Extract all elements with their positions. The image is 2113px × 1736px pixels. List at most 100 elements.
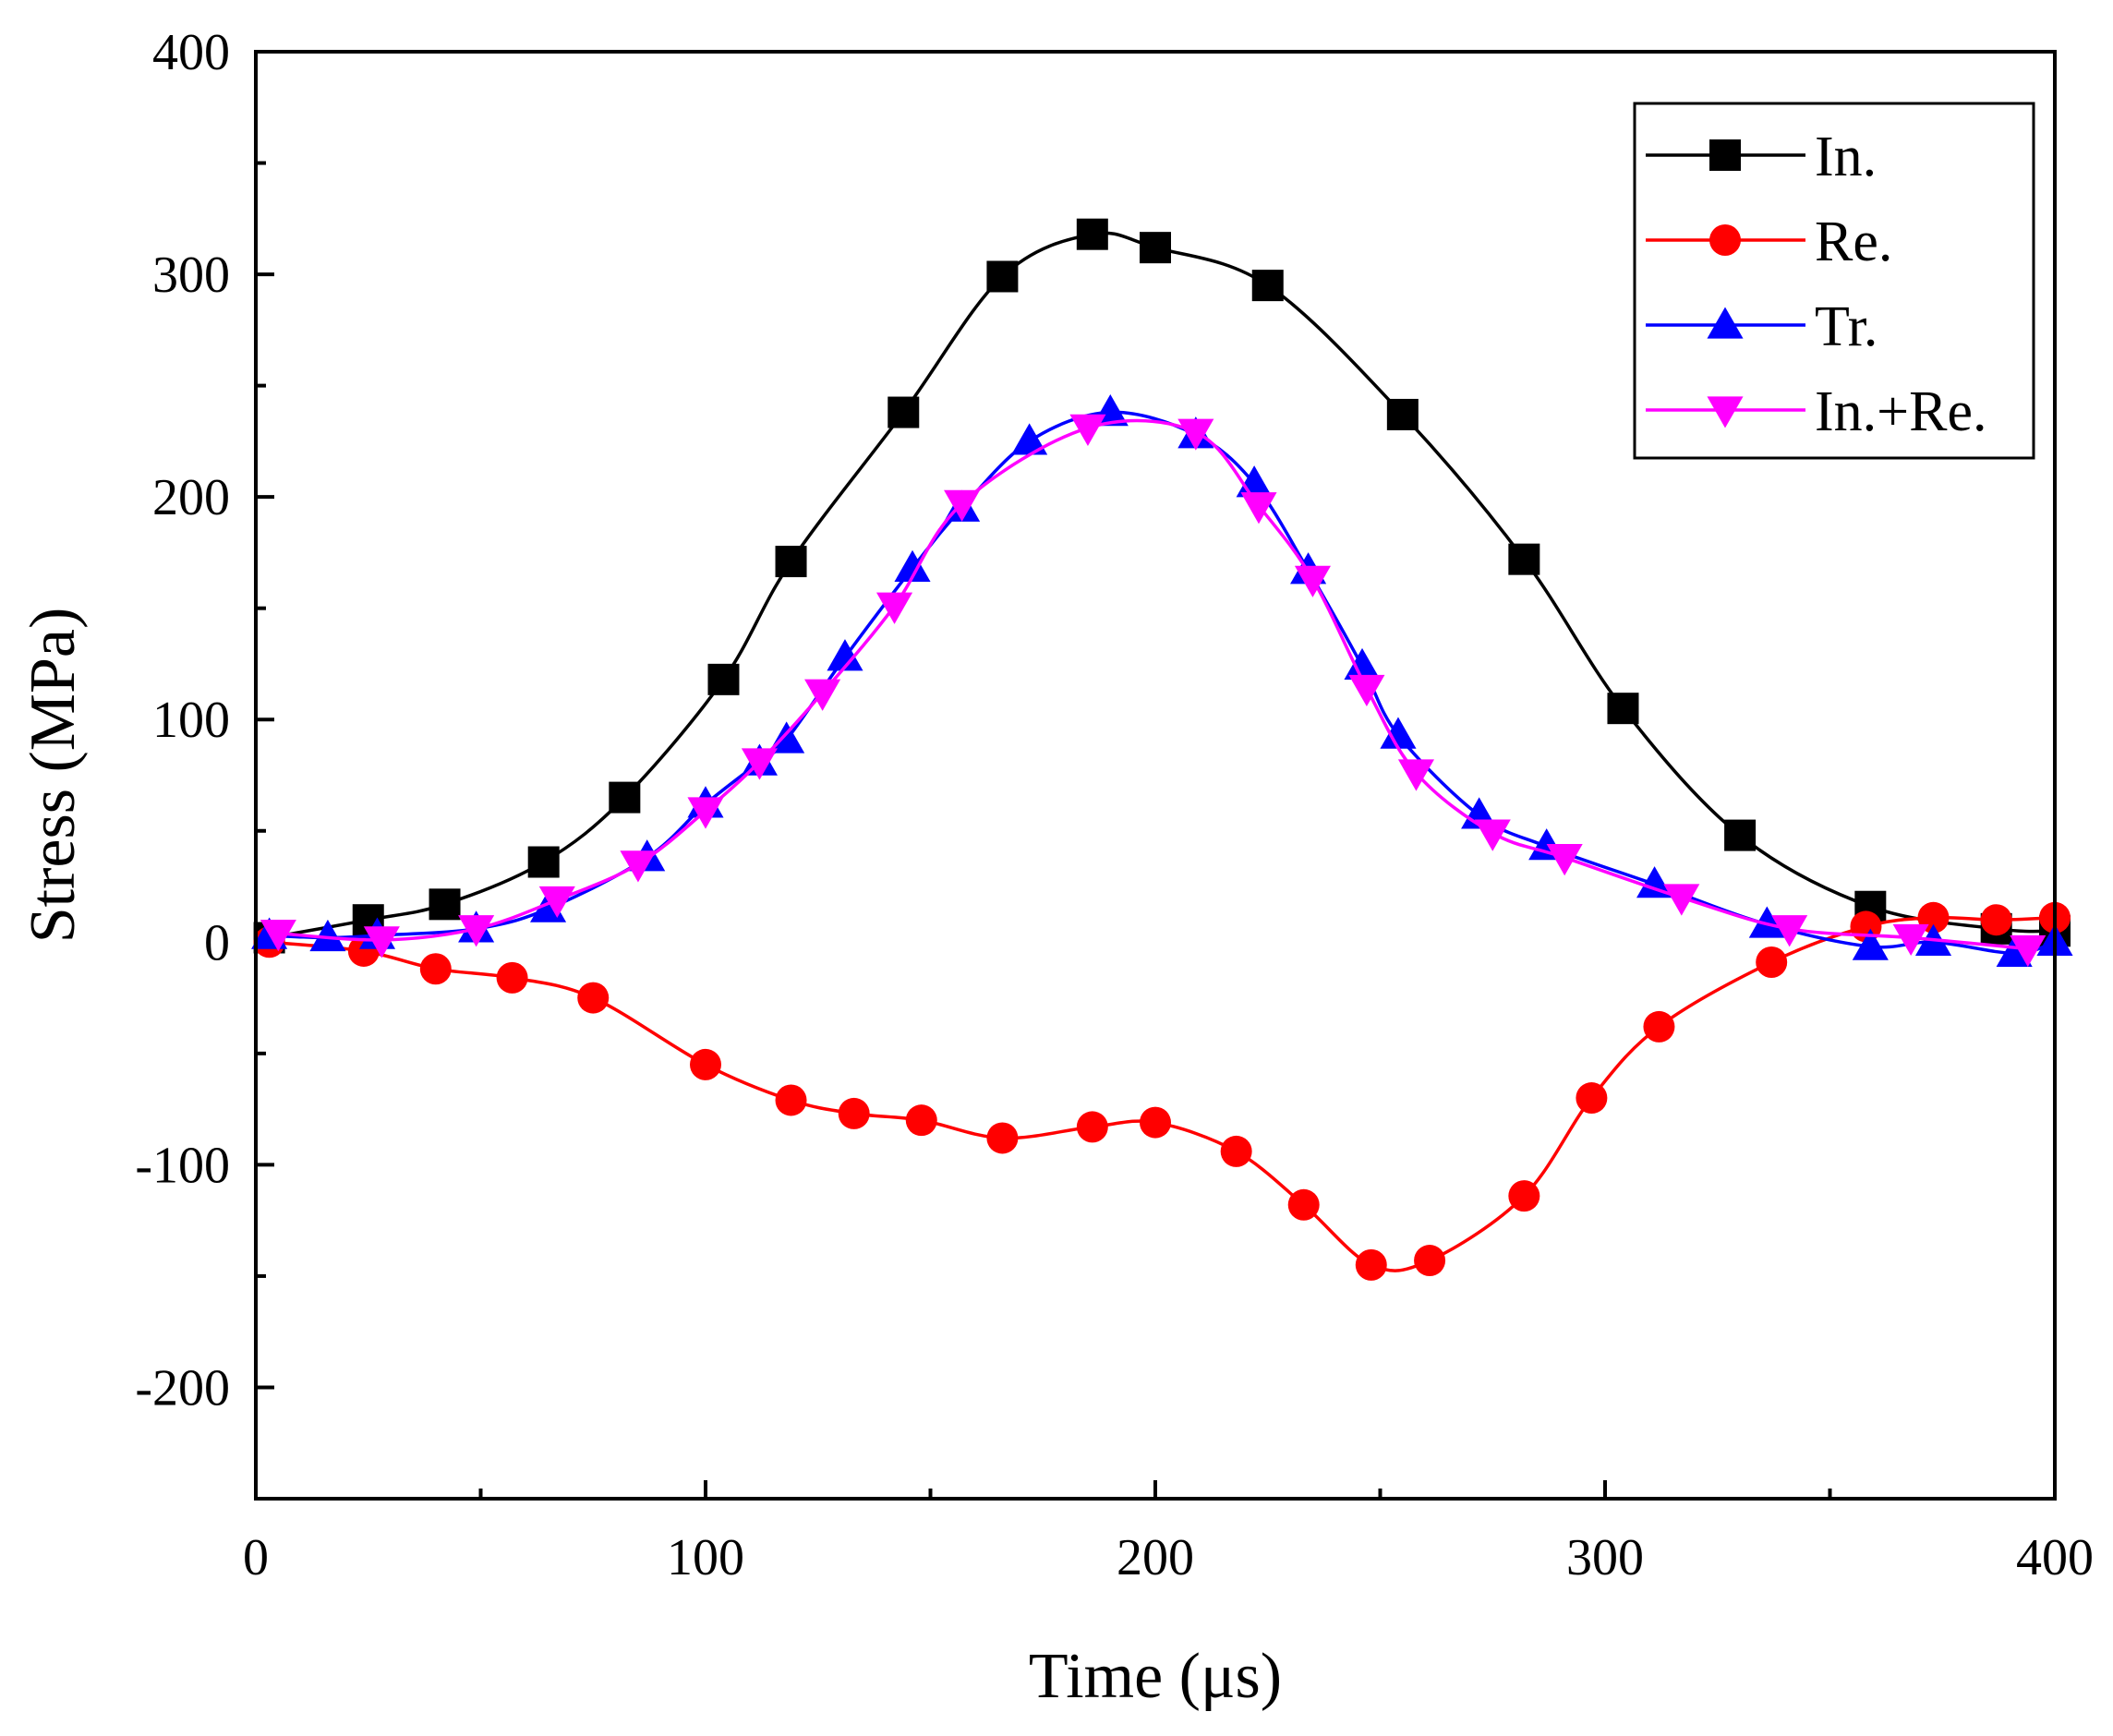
data-point: [496, 961, 528, 994]
y-tick-label: 400: [152, 24, 230, 81]
data-point: [804, 679, 841, 711]
data-point: [1240, 492, 1277, 524]
data-point: [687, 797, 724, 829]
data-point: [1380, 717, 1417, 749]
data-point: [1508, 1180, 1540, 1212]
data-point: [363, 926, 400, 958]
data-point: [1748, 906, 1785, 938]
legend-label: Re.: [1815, 211, 1892, 273]
data-point: [620, 850, 657, 883]
plot-frame: [254, 50, 2057, 1501]
data-point: [894, 549, 931, 582]
data-point: [1348, 674, 1385, 707]
y-tick-label: 300: [152, 247, 230, 304]
series-line: [278, 418, 2028, 951]
legend-label: Tr.: [1815, 295, 1878, 358]
data-point: [1251, 270, 1284, 302]
data-point: [1011, 423, 1048, 455]
y-tick-label: 0: [204, 914, 230, 971]
data-point: [1386, 398, 1419, 430]
data-point: [1287, 1188, 1320, 1221]
y-tick-label: 100: [152, 692, 230, 749]
series-line: [269, 915, 2056, 1272]
data-point: [905, 1104, 937, 1137]
data-point: [838, 1097, 870, 1129]
data-point: [875, 592, 913, 624]
data-point: [538, 886, 575, 919]
x-tick-label: 0: [243, 1529, 269, 1586]
x-tick-label: 300: [1566, 1529, 1644, 1586]
legend-box: [1633, 102, 2035, 460]
x-tick-label: 200: [1117, 1529, 1194, 1586]
data-point: [309, 919, 346, 952]
legend-marker: [1709, 224, 1741, 256]
data-point: [1756, 946, 1788, 979]
data-point: [1344, 647, 1381, 681]
axis-tick-labels: 0 100 200 300 400 -200 -100 0 100 200 300 400: [135, 24, 2094, 1586]
data-point: [1546, 844, 1583, 876]
data-point: [887, 396, 920, 428]
data-point: [1397, 759, 1435, 791]
data-point: [419, 953, 452, 985]
y-tick-label: -100: [135, 1137, 230, 1194]
data-point: [1892, 923, 1929, 957]
data-point: [1643, 1010, 1675, 1043]
legend-label: In.: [1815, 126, 1877, 188]
data-point: [707, 663, 740, 695]
data-point: [1294, 565, 1331, 597]
data-point: [1474, 819, 1511, 851]
legend-item: In.+Re.: [1646, 380, 1986, 443]
data-point: [827, 639, 863, 671]
data-point: [1076, 218, 1108, 250]
data-point: [775, 1084, 807, 1116]
data-point: [577, 982, 610, 1014]
series-2: [253, 901, 2071, 1281]
data-point: [527, 846, 560, 878]
x-axis-title: Time (μs): [1029, 1641, 1282, 1712]
data-point: [1724, 819, 1757, 851]
legend-marker: [1709, 139, 1741, 171]
legend-marker: [1707, 396, 1744, 428]
data-point: [775, 546, 807, 578]
x-tick-label: 400: [2016, 1529, 2094, 1586]
plot-series: [251, 218, 2073, 1281]
data-point: [1663, 884, 1700, 916]
series-4: [260, 414, 2047, 968]
data-point: [458, 915, 495, 947]
data-point: [1140, 232, 1171, 264]
data-point: [1607, 693, 1639, 725]
data-point: [1576, 1082, 1608, 1115]
data-point: [1852, 928, 1889, 960]
data-point: [1771, 915, 1808, 947]
data-point: [944, 489, 981, 522]
y-tick-label: -200: [135, 1359, 230, 1417]
data-point: [986, 260, 1019, 293]
y-tick-label: 200: [152, 469, 230, 526]
data-point: [1140, 1106, 1171, 1139]
legend-item: Tr.: [1646, 295, 1878, 358]
data-point: [1177, 418, 1214, 451]
series-3: [251, 393, 2073, 968]
legend-marker: [1707, 307, 1744, 339]
series-1: [253, 218, 2071, 954]
data-point: [1076, 1111, 1108, 1143]
x-tick-label: 100: [667, 1529, 744, 1586]
data-point: [690, 1048, 721, 1080]
data-point: [1508, 543, 1540, 575]
data-point: [1355, 1248, 1387, 1281]
data-point: [741, 748, 778, 780]
data-point: [609, 781, 641, 814]
data-point: [1220, 1135, 1252, 1167]
legend-label: In.+Re.: [1815, 380, 1986, 443]
legend: In. Re. Tr. In.+Re.: [1633, 102, 2035, 460]
data-point: [1414, 1245, 1446, 1277]
legend-item: In.: [1646, 126, 1877, 188]
data-point: [1069, 414, 1106, 446]
data-point: [986, 1122, 1019, 1154]
data-point: [1636, 866, 1673, 898]
legend-item: Re.: [1646, 211, 1892, 273]
data-point: [1980, 904, 2012, 936]
data-point: [429, 888, 461, 921]
y-axis-title: Stress (MPa): [18, 608, 89, 944]
